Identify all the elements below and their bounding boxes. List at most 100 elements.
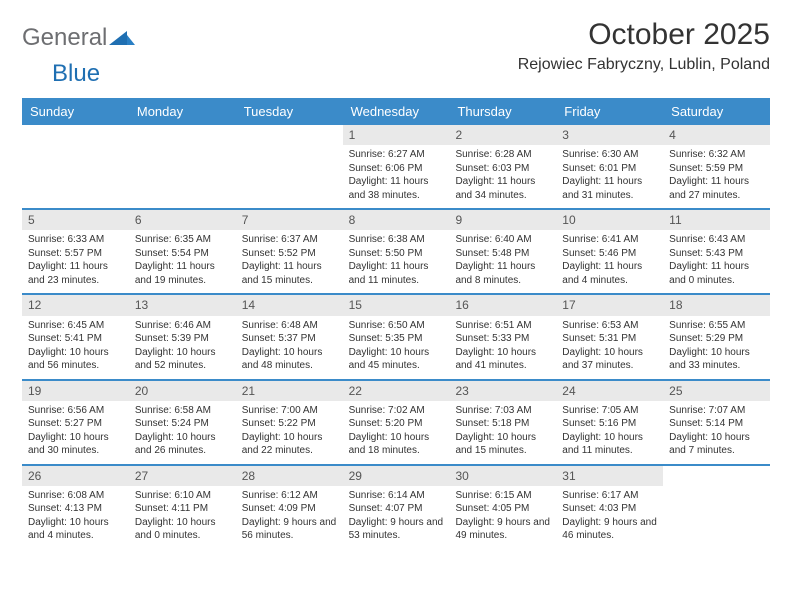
day-body: Sunrise: 6:38 AMSunset: 5:50 PMDaylight:… bbox=[343, 230, 450, 293]
sunset-text: Sunset: 6:01 PM bbox=[562, 162, 657, 176]
daylight-text: Daylight: 11 hours and 11 minutes. bbox=[349, 260, 444, 287]
day-number: 16 bbox=[449, 295, 556, 315]
day-body: Sunrise: 6:10 AMSunset: 4:11 PMDaylight:… bbox=[129, 486, 236, 549]
day-body: Sunrise: 7:07 AMSunset: 5:14 PMDaylight:… bbox=[663, 401, 770, 464]
sunrise-text: Sunrise: 6:55 AM bbox=[669, 319, 764, 333]
day-number: 14 bbox=[236, 295, 343, 315]
day-number: 22 bbox=[343, 381, 450, 401]
sunrise-text: Sunrise: 6:45 AM bbox=[28, 319, 123, 333]
day-number: 4 bbox=[663, 125, 770, 145]
sunset-text: Sunset: 4:09 PM bbox=[242, 502, 337, 516]
day-cell: 4Sunrise: 6:32 AMSunset: 5:59 PMDaylight… bbox=[663, 125, 770, 208]
sunset-text: Sunset: 5:43 PM bbox=[669, 247, 764, 261]
daylight-text: Daylight: 11 hours and 27 minutes. bbox=[669, 175, 764, 202]
weekday-label: Tuesday bbox=[236, 98, 343, 125]
day-body: Sunrise: 7:05 AMSunset: 5:16 PMDaylight:… bbox=[556, 401, 663, 464]
day-number: 20 bbox=[129, 381, 236, 401]
day-body: Sunrise: 6:37 AMSunset: 5:52 PMDaylight:… bbox=[236, 230, 343, 293]
daylight-text: Daylight: 10 hours and 41 minutes. bbox=[455, 346, 550, 373]
day-number: 18 bbox=[663, 295, 770, 315]
weekday-label: Sunday bbox=[22, 98, 129, 125]
daylight-text: Daylight: 10 hours and 48 minutes. bbox=[242, 346, 337, 373]
sunset-text: Sunset: 5:48 PM bbox=[455, 247, 550, 261]
day-body: Sunrise: 6:17 AMSunset: 4:03 PMDaylight:… bbox=[556, 486, 663, 549]
sunset-text: Sunset: 5:54 PM bbox=[135, 247, 230, 261]
week-row: 19Sunrise: 6:56 AMSunset: 5:27 PMDayligh… bbox=[22, 379, 770, 464]
daylight-text: Daylight: 11 hours and 34 minutes. bbox=[455, 175, 550, 202]
day-body: Sunrise: 6:45 AMSunset: 5:41 PMDaylight:… bbox=[22, 316, 129, 379]
sunset-text: Sunset: 4:07 PM bbox=[349, 502, 444, 516]
day-number: 13 bbox=[129, 295, 236, 315]
location-text: Rejowiec Fabryczny, Lublin, Poland bbox=[518, 56, 770, 74]
weekday-label: Wednesday bbox=[343, 98, 450, 125]
day-body: Sunrise: 6:15 AMSunset: 4:05 PMDaylight:… bbox=[449, 486, 556, 549]
sunrise-text: Sunrise: 6:15 AM bbox=[455, 489, 550, 503]
day-number: 9 bbox=[449, 210, 556, 230]
day-cell: 8Sunrise: 6:38 AMSunset: 5:50 PMDaylight… bbox=[343, 210, 450, 293]
sunset-text: Sunset: 5:31 PM bbox=[562, 332, 657, 346]
weekday-label: Thursday bbox=[449, 98, 556, 125]
day-number: 5 bbox=[22, 210, 129, 230]
sunset-text: Sunset: 5:18 PM bbox=[455, 417, 550, 431]
sunset-text: Sunset: 5:52 PM bbox=[242, 247, 337, 261]
sunset-text: Sunset: 4:13 PM bbox=[28, 502, 123, 516]
day-number: 7 bbox=[236, 210, 343, 230]
sunset-text: Sunset: 5:50 PM bbox=[349, 247, 444, 261]
daylight-text: Daylight: 11 hours and 38 minutes. bbox=[349, 175, 444, 202]
day-body: Sunrise: 7:03 AMSunset: 5:18 PMDaylight:… bbox=[449, 401, 556, 464]
title-block: October 2025 Rejowiec Fabryczny, Lublin,… bbox=[518, 18, 770, 74]
weekday-label: Saturday bbox=[663, 98, 770, 125]
weekday-label: Friday bbox=[556, 98, 663, 125]
day-body: Sunrise: 6:53 AMSunset: 5:31 PMDaylight:… bbox=[556, 316, 663, 379]
day-number bbox=[663, 466, 770, 486]
sunrise-text: Sunrise: 6:50 AM bbox=[349, 319, 444, 333]
day-cell: 23Sunrise: 7:03 AMSunset: 5:18 PMDayligh… bbox=[449, 381, 556, 464]
day-cell: 29Sunrise: 6:14 AMSunset: 4:07 PMDayligh… bbox=[343, 466, 450, 549]
daylight-text: Daylight: 10 hours and 52 minutes. bbox=[135, 346, 230, 373]
daylight-text: Daylight: 10 hours and 22 minutes. bbox=[242, 431, 337, 458]
day-body: Sunrise: 6:43 AMSunset: 5:43 PMDaylight:… bbox=[663, 230, 770, 293]
day-number: 17 bbox=[556, 295, 663, 315]
sunset-text: Sunset: 4:11 PM bbox=[135, 502, 230, 516]
sunrise-text: Sunrise: 6:32 AM bbox=[669, 148, 764, 162]
sunset-text: Sunset: 5:29 PM bbox=[669, 332, 764, 346]
week-row: 1Sunrise: 6:27 AMSunset: 6:06 PMDaylight… bbox=[22, 125, 770, 208]
day-body: Sunrise: 6:32 AMSunset: 5:59 PMDaylight:… bbox=[663, 145, 770, 208]
sunset-text: Sunset: 5:46 PM bbox=[562, 247, 657, 261]
day-cell: 27Sunrise: 6:10 AMSunset: 4:11 PMDayligh… bbox=[129, 466, 236, 549]
day-cell: 28Sunrise: 6:12 AMSunset: 4:09 PMDayligh… bbox=[236, 466, 343, 549]
day-cell: 18Sunrise: 6:55 AMSunset: 5:29 PMDayligh… bbox=[663, 295, 770, 378]
brand-gray: General bbox=[22, 24, 107, 52]
day-cell: 15Sunrise: 6:50 AMSunset: 5:35 PMDayligh… bbox=[343, 295, 450, 378]
sunrise-text: Sunrise: 7:00 AM bbox=[242, 404, 337, 418]
day-cell: 9Sunrise: 6:40 AMSunset: 5:48 PMDaylight… bbox=[449, 210, 556, 293]
sunrise-text: Sunrise: 6:40 AM bbox=[455, 233, 550, 247]
brand-mark-icon bbox=[109, 25, 135, 45]
day-body: Sunrise: 6:41 AMSunset: 5:46 PMDaylight:… bbox=[556, 230, 663, 293]
day-cell: 10Sunrise: 6:41 AMSunset: 5:46 PMDayligh… bbox=[556, 210, 663, 293]
day-body: Sunrise: 6:08 AMSunset: 4:13 PMDaylight:… bbox=[22, 486, 129, 549]
week-row: 26Sunrise: 6:08 AMSunset: 4:13 PMDayligh… bbox=[22, 464, 770, 549]
day-body: Sunrise: 6:35 AMSunset: 5:54 PMDaylight:… bbox=[129, 230, 236, 293]
day-number: 23 bbox=[449, 381, 556, 401]
day-cell: 30Sunrise: 6:15 AMSunset: 4:05 PMDayligh… bbox=[449, 466, 556, 549]
daylight-text: Daylight: 10 hours and 0 minutes. bbox=[135, 516, 230, 543]
day-cell: 7Sunrise: 6:37 AMSunset: 5:52 PMDaylight… bbox=[236, 210, 343, 293]
day-body: Sunrise: 6:33 AMSunset: 5:57 PMDaylight:… bbox=[22, 230, 129, 293]
sunrise-text: Sunrise: 7:05 AM bbox=[562, 404, 657, 418]
day-body: Sunrise: 6:55 AMSunset: 5:29 PMDaylight:… bbox=[663, 316, 770, 379]
daylight-text: Daylight: 9 hours and 46 minutes. bbox=[562, 516, 657, 543]
calendar: Sunday Monday Tuesday Wednesday Thursday… bbox=[22, 98, 770, 549]
day-number: 26 bbox=[22, 466, 129, 486]
daylight-text: Daylight: 10 hours and 30 minutes. bbox=[28, 431, 123, 458]
day-body bbox=[22, 145, 129, 154]
sunrise-text: Sunrise: 7:03 AM bbox=[455, 404, 550, 418]
sunrise-text: Sunrise: 6:41 AM bbox=[562, 233, 657, 247]
sunset-text: Sunset: 5:39 PM bbox=[135, 332, 230, 346]
day-number: 15 bbox=[343, 295, 450, 315]
daylight-text: Daylight: 10 hours and 15 minutes. bbox=[455, 431, 550, 458]
day-body: Sunrise: 6:14 AMSunset: 4:07 PMDaylight:… bbox=[343, 486, 450, 549]
sunrise-text: Sunrise: 6:35 AM bbox=[135, 233, 230, 247]
day-body: Sunrise: 6:30 AMSunset: 6:01 PMDaylight:… bbox=[556, 145, 663, 208]
day-cell: 22Sunrise: 7:02 AMSunset: 5:20 PMDayligh… bbox=[343, 381, 450, 464]
